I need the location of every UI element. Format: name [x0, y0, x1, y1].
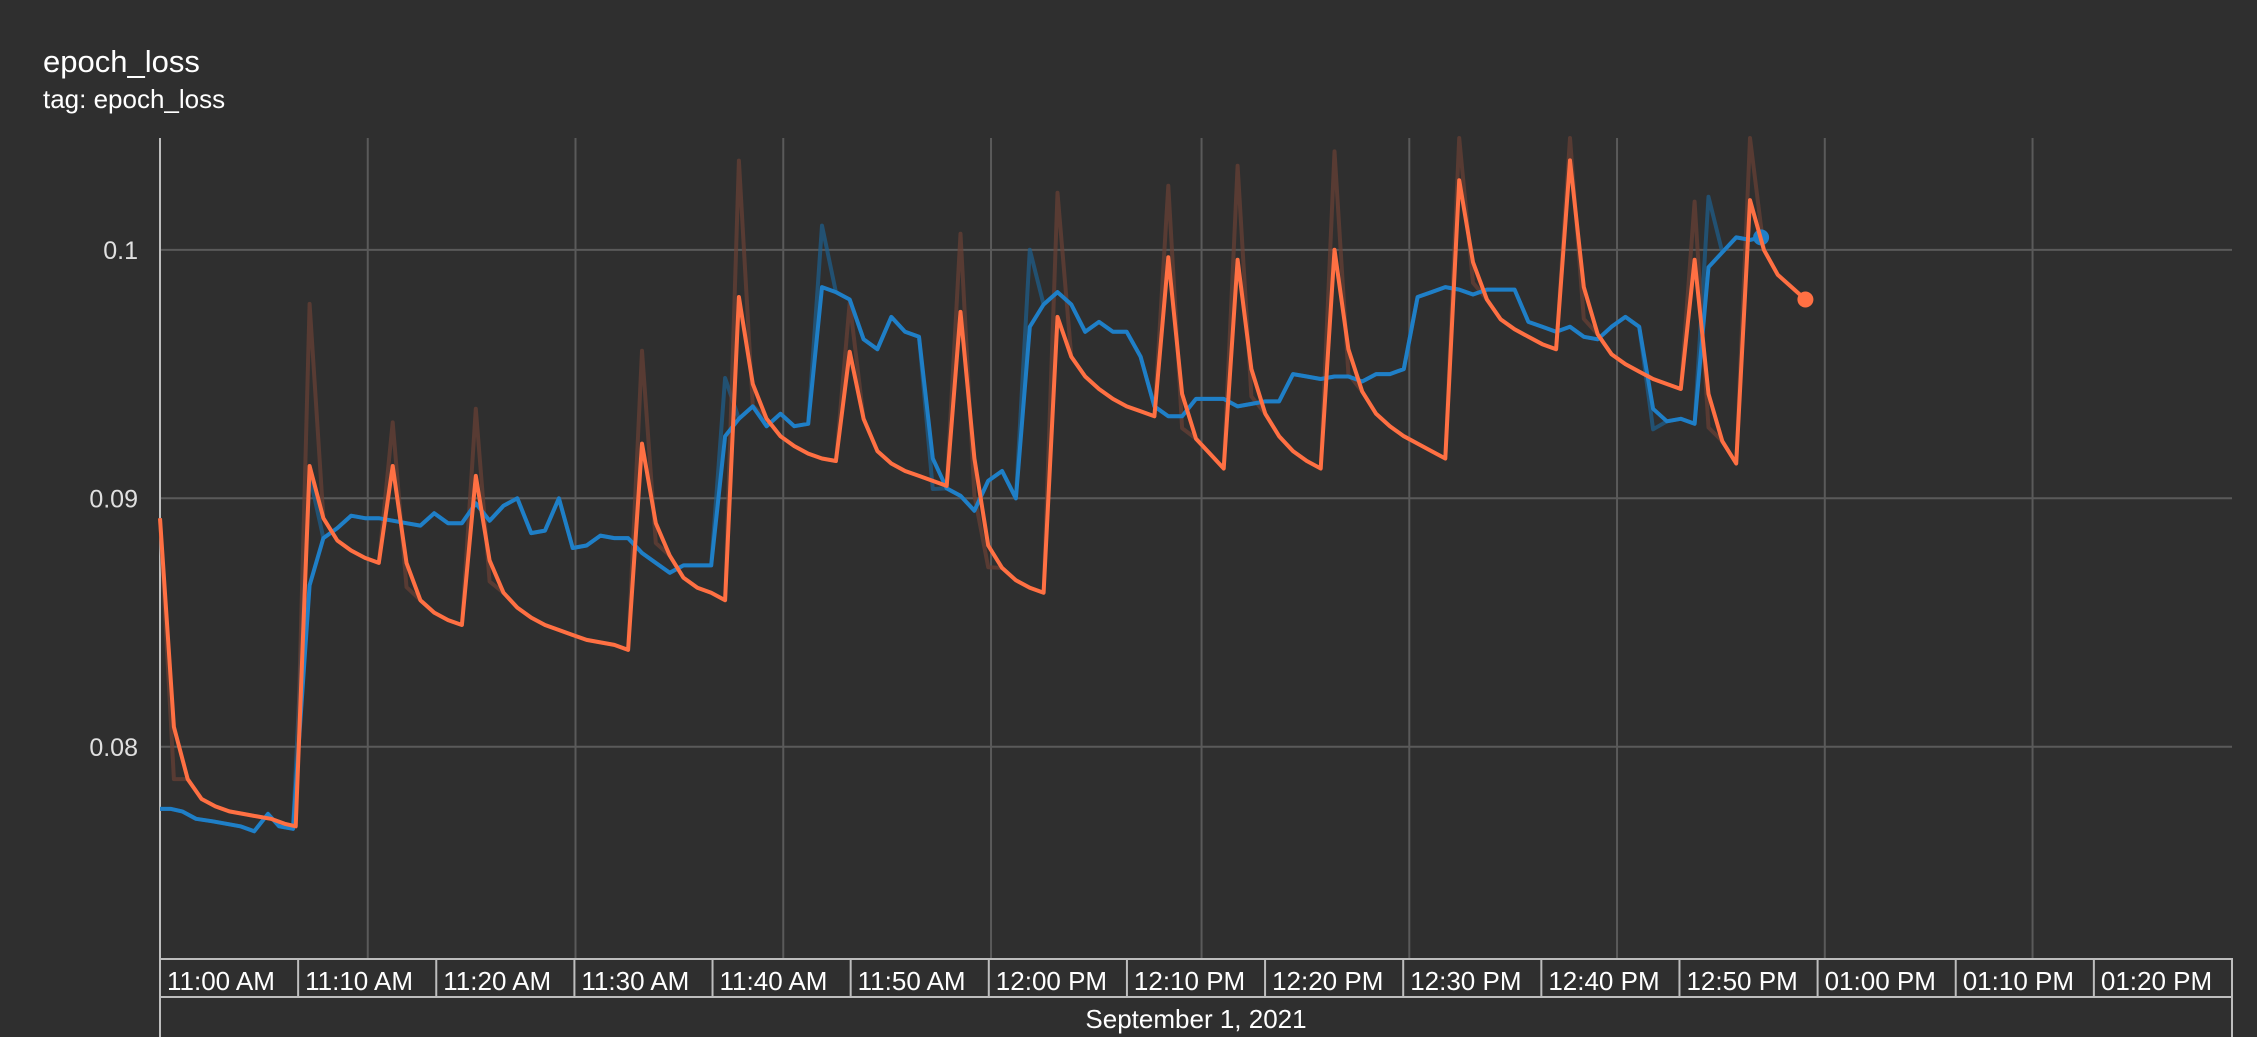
x-axis[interactable]: 11:00 AM 11:10 AM 11:20 AM 11:30 AM 11:40 AM…: [159, 958, 2233, 1037]
x-tick-label: 11:00 AM: [167, 966, 275, 996]
raw-series: [158, 136, 1807, 834]
series-line[interactable]: [158, 158, 1807, 829]
x-tick-label: 11:20 AM: [443, 966, 551, 996]
x-tick-label: 11:30 AM: [581, 966, 689, 996]
x-axis-date-label: September 1, 2021: [1085, 1004, 1306, 1034]
series-end-marker: [1797, 291, 1814, 308]
series-raw-line: [158, 136, 1807, 829]
series-line[interactable]: [160, 235, 1762, 834]
x-tick-label: 01:00 PM: [1825, 966, 1936, 996]
x-axis-frame: [159, 958, 2233, 998]
y-tick-label: 0.08: [89, 734, 138, 762]
chart-title: epoch_loss: [43, 44, 200, 79]
x-tick-label: 11:50 AM: [858, 966, 966, 996]
x-tick-label: 12:30 PM: [1410, 966, 1521, 996]
smoothed-series: [158, 158, 1814, 834]
x-tick-label: 12:00 PM: [996, 966, 1107, 996]
y-tick-label: 0.09: [89, 485, 138, 513]
x-tick-label: 11:10 AM: [305, 966, 413, 996]
x-tick-label: 12:50 PM: [1686, 966, 1797, 996]
x-tick-label: 12:40 PM: [1548, 966, 1659, 996]
x-tick-label: 01:10 PM: [1963, 966, 2074, 996]
x-tick-label: 11:40 AM: [720, 966, 828, 996]
chart-subtitle: tag: epoch_loss: [43, 84, 226, 114]
y-tick-label: 0.1: [103, 237, 138, 265]
y-axis: 0.08 0.09 0.1: [89, 237, 138, 762]
x-tick-label: 12:10 PM: [1134, 966, 1245, 996]
x-tick-label: 01:20 PM: [2101, 966, 2212, 996]
x-tick-label: 12:20 PM: [1272, 966, 1383, 996]
